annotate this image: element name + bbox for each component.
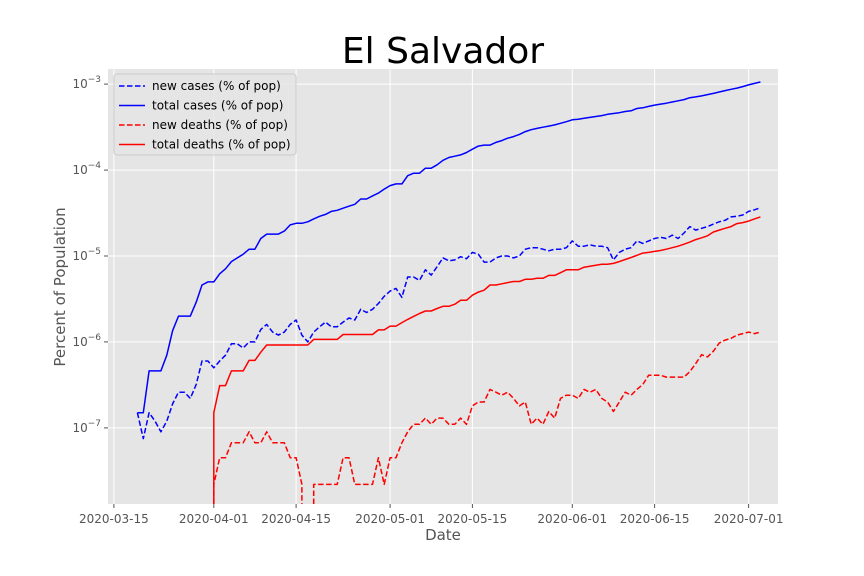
legend-label: new cases (% of pop) bbox=[152, 79, 281, 93]
series-line-4 bbox=[213, 216, 761, 504]
y-axis-label: Percent of Population bbox=[51, 207, 69, 366]
y-tick-exponent: −4 bbox=[88, 161, 102, 171]
legend-label: total cases (% of pop) bbox=[152, 99, 283, 113]
y-tick-label: 10−5 bbox=[72, 247, 101, 263]
y-tick-base: 10 bbox=[72, 421, 87, 435]
x-tick-label: 2020-05-01 bbox=[355, 512, 425, 526]
legend-label: new deaths (% of pop) bbox=[152, 118, 288, 132]
x-tick-label: 2020-04-15 bbox=[261, 512, 331, 526]
y-tick-exponent: −3 bbox=[88, 75, 101, 85]
y-tick-label: 10−3 bbox=[72, 75, 101, 91]
series-line-3 bbox=[213, 331, 761, 504]
x-tick-label: 2020-06-15 bbox=[620, 512, 690, 526]
chart-title: El Salvador bbox=[342, 31, 544, 72]
y-tick-exponent: −6 bbox=[88, 333, 102, 343]
x-axis: 2020-03-15 2020-04-01 2020-04-15 2020-05-01… bbox=[79, 504, 783, 526]
y-tick-label: 10−6 bbox=[72, 333, 101, 349]
y-tick-label: 10−4 bbox=[72, 161, 101, 177]
y-tick-exponent: −5 bbox=[88, 247, 101, 257]
y-tick-label: 10−7 bbox=[72, 419, 101, 435]
y-axis: 10−710−610−510−410−3 bbox=[72, 75, 108, 435]
series-line-1 bbox=[136, 206, 761, 440]
x-tick-label: 2020-07-01 bbox=[714, 512, 784, 526]
legend-label: total deaths (% of pop) bbox=[152, 138, 291, 152]
legend: new cases (% of pop) total cases (% of po… bbox=[113, 73, 297, 156]
x-tick-label: 2020-06-01 bbox=[537, 512, 607, 526]
legend-box bbox=[113, 73, 297, 156]
y-tick-base: 10 bbox=[72, 249, 87, 263]
y-tick-base: 10 bbox=[72, 77, 87, 91]
y-tick-base: 10 bbox=[72, 163, 87, 177]
x-axis-label: Date bbox=[425, 526, 461, 544]
series-line-2 bbox=[137, 81, 761, 414]
y-tick-exponent: −7 bbox=[88, 419, 101, 429]
x-tick-label: 2020-03-15 bbox=[79, 512, 149, 526]
x-tick-label: 2020-04-01 bbox=[179, 512, 249, 526]
series-layer bbox=[136, 81, 761, 504]
x-tick-label: 2020-05-15 bbox=[438, 512, 508, 526]
y-tick-base: 10 bbox=[72, 335, 87, 349]
